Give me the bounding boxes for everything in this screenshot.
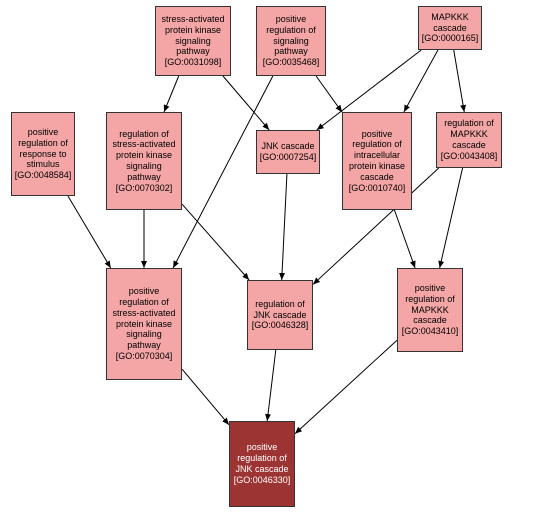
edge [282, 174, 287, 280]
go-term-node[interactable]: JNK cascade [GO:0007254] [256, 130, 320, 174]
node-label: stress-activated protein kinase signalin… [159, 14, 227, 68]
go-term-node[interactable]: positive regulation of stress-activated … [106, 268, 182, 380]
go-term-node[interactable]: positive regulation of signaling pathway… [256, 6, 326, 76]
edge [316, 76, 342, 112]
node-label: positive regulation of signaling pathway… [260, 14, 322, 68]
go-term-node[interactable]: stress-activated protein kinase signalin… [155, 6, 231, 76]
go-term-node[interactable]: MAPKKK cascade [GO:0000165] [418, 6, 482, 50]
edge [164, 76, 179, 112]
edge [68, 196, 111, 268]
node-label: regulation of MAPKKK cascade [GO:0043408… [440, 118, 498, 161]
edge [223, 76, 269, 130]
node-label: positive regulation of JNK cascade [GO:0… [233, 442, 291, 485]
go-term-node[interactable]: regulation of JNK cascade [GO:0046328] [247, 280, 313, 350]
edge [295, 340, 397, 434]
node-label: positive regulation of response to stimu… [15, 127, 72, 181]
node-label: JNK cascade [GO:0007254] [260, 141, 317, 163]
go-term-node[interactable]: regulation of stress-activated protein k… [106, 112, 182, 210]
node-label: regulation of JNK cascade [GO:0046328] [251, 299, 309, 331]
edge [182, 369, 229, 425]
edge [394, 210, 415, 268]
node-label: positive regulation of MAPKKK cascade [G… [401, 283, 459, 337]
go-term-node[interactable]: positive regulation of response to stimu… [11, 112, 75, 196]
node-label: positive regulation of intracellular pro… [346, 129, 408, 194]
node-label: MAPKKK cascade [GO:0000165] [422, 12, 479, 44]
node-label: positive regulation of stress-activated … [110, 286, 178, 362]
go-term-node[interactable]: regulation of MAPKKK cascade [GO:0043408… [436, 112, 502, 168]
node-label: regulation of stress-activated protein k… [110, 129, 178, 194]
go-term-node[interactable]: positive regulation of JNK cascade [GO:0… [229, 421, 295, 507]
edge [267, 350, 276, 421]
go-term-node[interactable]: positive regulation of MAPKKK cascade [G… [397, 268, 463, 352]
edge [454, 50, 465, 112]
edge [182, 204, 249, 280]
go-term-node[interactable]: positive regulation of intracellular pro… [342, 112, 412, 210]
edge [440, 168, 463, 268]
